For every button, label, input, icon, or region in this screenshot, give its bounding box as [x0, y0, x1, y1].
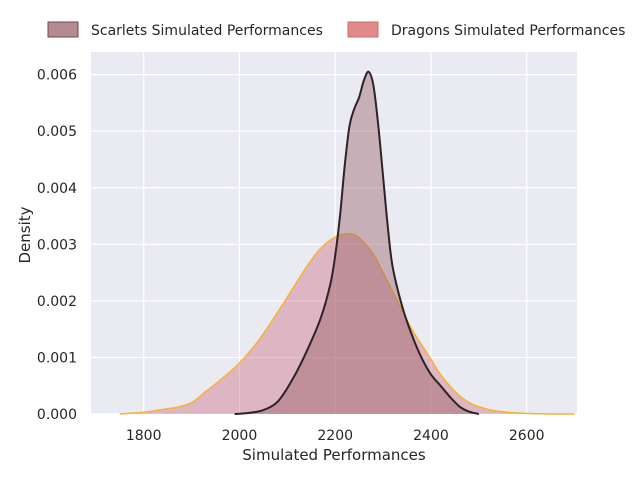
- x-tick-label: 2400: [413, 428, 449, 444]
- x-tick-label: 2600: [509, 428, 545, 444]
- dragons-density-line: [119, 232, 575, 415]
- x-tick-label: 2000: [222, 428, 258, 444]
- scarlets-density-line: [234, 70, 480, 415]
- y-axis-label: Density: [16, 206, 34, 263]
- legend-swatch-dragons: [347, 21, 379, 38]
- y-tick-label: 0.004: [37, 181, 77, 197]
- y-tick-label: 0.001: [37, 350, 77, 366]
- legend-label-dragons: Dragons Simulated Performances: [391, 23, 625, 39]
- legend: Scarlets Simulated Performances Dragons …: [47, 21, 625, 39]
- plot-area: [91, 52, 577, 414]
- y-tick-label: 0.000: [37, 407, 77, 423]
- y-tick-label: 0.002: [37, 294, 77, 310]
- y-tick-label: 0.005: [37, 124, 77, 140]
- legend-label-scarlets: Scarlets Simulated Performances: [91, 23, 323, 39]
- y-axis-ticks: 0.000 0.001 0.002 0.003 0.004 0.005 0.006: [37, 68, 77, 423]
- x-axis-ticks: 1800 2000 2200 2400 2600: [126, 428, 545, 444]
- density-series: [119, 70, 575, 415]
- x-tick-label: 1800: [126, 428, 162, 444]
- legend-swatch-scarlets: [47, 21, 79, 38]
- grid-lines: [91, 52, 577, 415]
- y-tick-label: 0.006: [37, 68, 77, 84]
- x-tick-label: 2200: [317, 428, 353, 444]
- y-tick-label: 0.003: [37, 237, 77, 253]
- scarlets-density-area: [234, 71, 479, 415]
- x-axis-label: Simulated Performances: [242, 446, 426, 464]
